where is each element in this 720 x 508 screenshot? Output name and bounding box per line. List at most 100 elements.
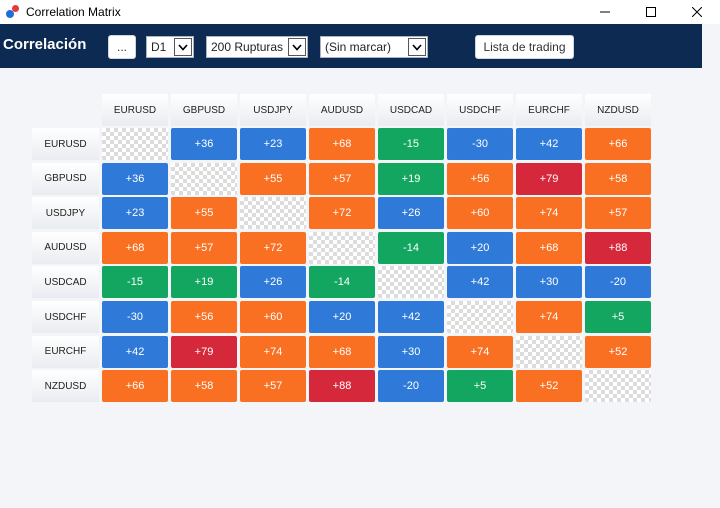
window-controls (582, 0, 720, 24)
correlation-cell[interactable]: +52 (516, 370, 582, 403)
correlation-cell[interactable]: +57 (585, 197, 651, 230)
correlation-cell[interactable]: +23 (240, 128, 306, 160)
correlation-cell[interactable]: +36 (171, 128, 237, 160)
correlation-cell[interactable]: -14 (378, 231, 444, 264)
correlation-cell[interactable]: +68 (309, 335, 375, 368)
correlation-cell[interactable]: +57 (240, 370, 306, 403)
correlation-cell[interactable]: +26 (378, 197, 444, 230)
row-header: USDCHF (32, 301, 99, 333)
correlation-cell[interactable]: +66 (585, 128, 651, 160)
breakouts-value: 200 Rupturas (211, 40, 284, 54)
trading-list-button[interactable]: Lista de trading (475, 35, 574, 59)
correlation-cell[interactable]: +23 (102, 197, 168, 230)
correlation-cell[interactable]: +19 (378, 162, 444, 195)
correlation-cell[interactable]: +60 (447, 197, 513, 230)
diagonal-cell[interactable] (516, 335, 582, 368)
correlation-cell[interactable]: -30 (447, 128, 513, 160)
correlation-cell[interactable]: +66 (102, 370, 168, 403)
correlation-cell[interactable]: +55 (171, 197, 237, 230)
diagonal-cell[interactable] (240, 197, 306, 230)
correlation-cell[interactable]: +56 (171, 301, 237, 333)
marked-value: (Sin marcar) (325, 40, 392, 54)
minimize-icon (600, 11, 610, 13)
correlation-cell[interactable]: +20 (447, 231, 513, 264)
correlation-cell[interactable]: +36 (102, 162, 168, 195)
row-header: EURCHF (32, 335, 99, 368)
timeframe-select[interactable]: D1 (146, 36, 194, 58)
correlation-cell[interactable]: +72 (309, 197, 375, 230)
correlation-cell[interactable]: +74 (516, 197, 582, 230)
correlation-cell[interactable]: +68 (309, 128, 375, 160)
row-header: USDJPY (32, 197, 99, 230)
correlation-cell[interactable]: +74 (240, 335, 306, 368)
chevron-down-icon (408, 38, 426, 56)
correlation-cell[interactable]: +57 (171, 231, 237, 264)
column-header: AUDUSD (309, 94, 375, 126)
column-header: EURCHF (516, 94, 582, 126)
column-header: NZDUSD (585, 94, 651, 126)
marked-select[interactable]: (Sin marcar) (320, 36, 428, 58)
correlation-cell[interactable]: +88 (309, 370, 375, 403)
correlation-cell[interactable]: +30 (516, 266, 582, 299)
correlation-cell[interactable]: +52 (585, 335, 651, 368)
chevron-down-icon (174, 38, 192, 56)
diagonal-cell[interactable] (585, 370, 651, 403)
correlation-cell[interactable]: +68 (516, 231, 582, 264)
maximize-button[interactable] (628, 0, 674, 24)
correlation-cell[interactable]: +58 (171, 370, 237, 403)
more-options-button[interactable]: ... (108, 35, 136, 59)
row-header: USDCAD (32, 266, 99, 299)
chevron-down-icon (288, 38, 306, 56)
correlation-cell[interactable]: +56 (447, 162, 513, 195)
correlation-cell[interactable]: +42 (516, 128, 582, 160)
correlation-cell[interactable]: +74 (516, 301, 582, 333)
window-title: Correlation Matrix (26, 5, 121, 19)
brand-title: Correlación (3, 36, 87, 53)
correlation-cell[interactable]: +74 (447, 335, 513, 368)
correlation-cell[interactable]: +20 (309, 301, 375, 333)
correlation-cell[interactable]: -20 (378, 370, 444, 403)
close-icon (692, 7, 702, 17)
column-header: EURUSD (102, 94, 168, 126)
column-header: USDJPY (240, 94, 306, 126)
timeframe-value: D1 (151, 40, 167, 54)
correlation-cell[interactable]: +5 (585, 301, 651, 333)
diagonal-cell[interactable] (447, 301, 513, 333)
correlation-cell[interactable]: -15 (102, 266, 168, 299)
correlation-cell[interactable]: +68 (102, 231, 168, 264)
correlation-cell[interactable]: +60 (240, 301, 306, 333)
row-header: EURUSD (32, 128, 99, 160)
correlation-cell[interactable]: -14 (309, 266, 375, 299)
correlation-cell[interactable]: +79 (516, 162, 582, 195)
correlation-cell[interactable]: +19 (171, 266, 237, 299)
correlation-cell[interactable]: +58 (585, 162, 651, 195)
diagonal-cell[interactable] (102, 128, 168, 160)
diagonal-cell[interactable] (309, 231, 375, 264)
correlation-cell[interactable]: -20 (585, 266, 651, 299)
correlation-cell[interactable]: -30 (102, 301, 168, 333)
correlation-cell[interactable]: +42 (447, 266, 513, 299)
correlation-cell[interactable]: +42 (102, 335, 168, 368)
column-header: USDCAD (378, 94, 444, 126)
row-header: NZDUSD (32, 370, 99, 403)
minimize-button[interactable] (582, 0, 628, 24)
breakouts-select[interactable]: 200 Rupturas (206, 36, 308, 58)
toolbar: Correlación ... D1 200 Rupturas (Sin mar… (0, 24, 702, 68)
correlation-cell[interactable]: +72 (240, 231, 306, 264)
correlation-cell[interactable]: +79 (171, 335, 237, 368)
correlation-cell[interactable]: +42 (378, 301, 444, 333)
title-bar: Correlation Matrix (0, 0, 720, 24)
correlation-cell[interactable]: -15 (378, 128, 444, 160)
column-header: USDCHF (447, 94, 513, 126)
row-header: GBPUSD (32, 162, 99, 195)
correlation-cell[interactable]: +5 (447, 370, 513, 403)
correlation-cell[interactable]: +26 (240, 266, 306, 299)
maximize-icon (646, 7, 656, 17)
correlation-cell[interactable]: +55 (240, 162, 306, 195)
correlation-cell[interactable]: +88 (585, 231, 651, 264)
correlation-cell[interactable]: +30 (378, 335, 444, 368)
diagonal-cell[interactable] (378, 266, 444, 299)
close-button[interactable] (674, 0, 720, 24)
correlation-cell[interactable]: +57 (309, 162, 375, 195)
diagonal-cell[interactable] (171, 162, 237, 195)
